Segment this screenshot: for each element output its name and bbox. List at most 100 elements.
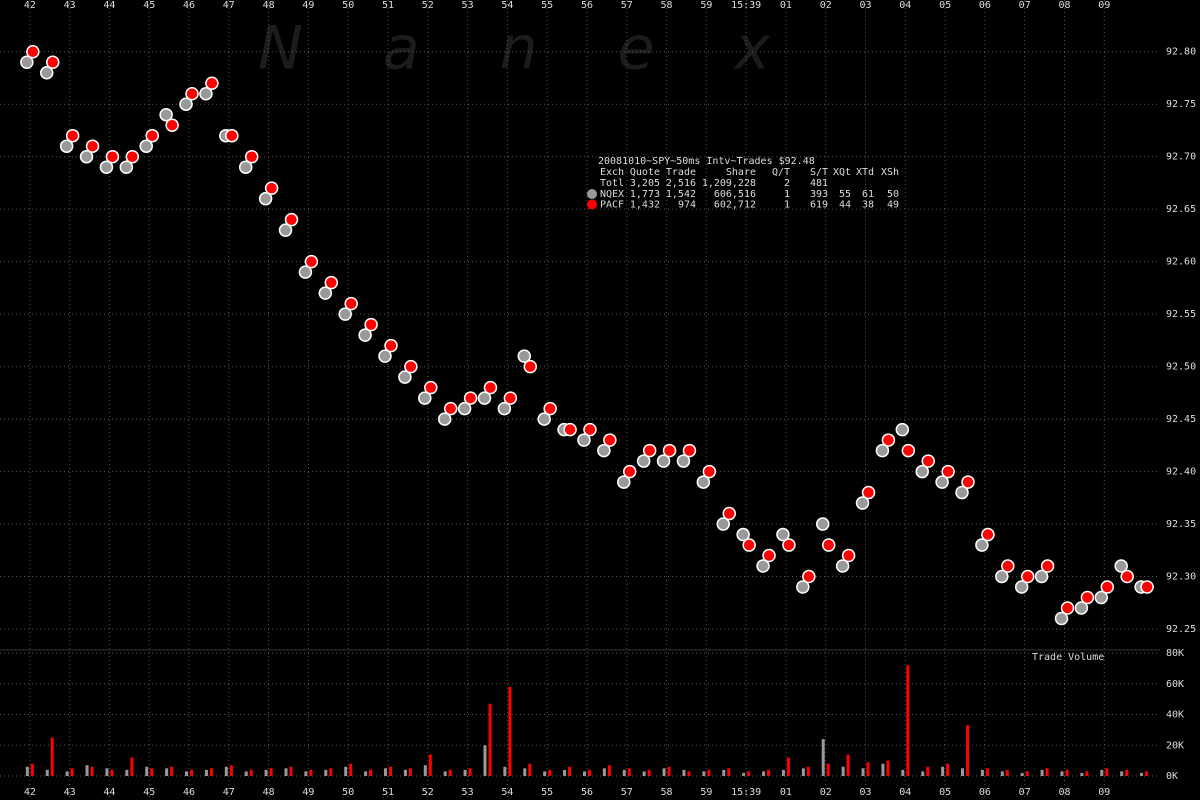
- x-tick-label: 59: [700, 0, 712, 11]
- y-tick-label: 92.65: [1166, 204, 1196, 215]
- x-tick-label: 46: [183, 0, 195, 11]
- volume-bar: [468, 768, 472, 776]
- trade-point: [676, 454, 691, 468]
- volume-bar: [289, 766, 293, 776]
- volume-bar: [906, 665, 910, 776]
- stats-cell: 974: [678, 200, 696, 211]
- volume-bar: [687, 771, 691, 776]
- stats-header: Trade: [666, 167, 696, 178]
- trade-point: [981, 527, 995, 542]
- stats-cell: 481: [810, 178, 828, 189]
- x-tick-label: 54: [501, 0, 513, 11]
- volume-bar: [821, 739, 825, 776]
- x-tick-label: 53: [462, 0, 474, 11]
- y-tick-label: 92.25: [1166, 624, 1196, 635]
- legend-label: NQEX: [600, 189, 624, 200]
- volume-bar: [463, 769, 467, 776]
- x-tick-label: 48: [263, 787, 275, 798]
- x-tick-label: 03: [859, 787, 871, 798]
- volume-bar: [324, 769, 328, 776]
- x-tick-label: 47: [223, 0, 235, 11]
- volume-bar: [980, 769, 984, 776]
- volume-bar: [369, 769, 373, 776]
- trade-point: [437, 412, 452, 426]
- volume-bar: [145, 766, 149, 776]
- stats-cell: 619: [810, 200, 828, 211]
- stats-cell: 393: [810, 189, 828, 200]
- trade-point: [975, 538, 989, 552]
- x-tick-label: 50: [342, 0, 354, 11]
- y-tick-label: 92.80: [1166, 47, 1196, 58]
- volume-bar: [383, 768, 387, 776]
- trade-point: [682, 443, 697, 458]
- volume-bar: [165, 768, 169, 776]
- trade-point: [477, 391, 492, 405]
- volume-bar: [1040, 769, 1044, 776]
- trade-point: [344, 296, 358, 311]
- stats-cell: 44: [839, 200, 851, 211]
- x-tick-label: 43: [64, 0, 76, 11]
- volume-bar: [65, 771, 69, 776]
- trade-point: [716, 517, 730, 531]
- trade-point: [776, 527, 790, 542]
- volume-bar: [1105, 768, 1109, 776]
- trade-point: [20, 55, 34, 69]
- trade-point: [756, 559, 770, 573]
- x-tick-label: 59: [700, 787, 712, 798]
- x-tick-label: 04: [899, 787, 911, 798]
- x-tick-label: 49: [302, 0, 314, 11]
- x-tick-label: 15:39: [731, 787, 761, 798]
- trade-point: [583, 422, 597, 437]
- volume-bar: [702, 771, 706, 776]
- x-tick-label: 08: [1058, 0, 1070, 11]
- trade-point: [483, 380, 498, 395]
- x-tick-label: 45: [143, 0, 155, 11]
- stats-label: Totl: [600, 178, 624, 189]
- trade-point: [563, 422, 577, 437]
- x-tick-label: 07: [1019, 787, 1031, 798]
- volume-bar: [642, 771, 646, 776]
- volume-bar: [826, 763, 830, 776]
- volume-bar: [1080, 772, 1084, 776]
- volume-bar: [881, 763, 885, 776]
- trade-point: [941, 464, 955, 479]
- stats-cell: 606,516: [714, 189, 756, 200]
- trade-point: [821, 538, 836, 552]
- volume-bar: [185, 771, 189, 776]
- volume-bar: [125, 769, 129, 776]
- volume-bar: [50, 737, 54, 776]
- trade-point: [26, 44, 40, 59]
- volume-bar: [682, 769, 686, 776]
- volume-bar: [607, 765, 611, 776]
- trade-point: [861, 485, 876, 500]
- trade-point: [1120, 569, 1134, 584]
- trade-point: [318, 286, 333, 300]
- trade-point: [99, 160, 114, 174]
- x-tick-label: 02: [820, 787, 832, 798]
- trade-point: [457, 401, 472, 416]
- volume-bar: [985, 768, 989, 776]
- x-tick-label: 45: [143, 787, 155, 798]
- y-tick-label: 92.55: [1166, 309, 1196, 320]
- volume-bar: [244, 771, 248, 776]
- stats-cell: 2,516: [666, 178, 696, 189]
- x-tick-label: 58: [661, 0, 673, 11]
- trade-point: [105, 149, 120, 164]
- panel-title: Trade Volume: [1032, 652, 1104, 663]
- trade-point: [338, 307, 352, 321]
- trade-point: [1014, 580, 1029, 594]
- stats-cell: 1,542: [666, 189, 696, 200]
- volume-bar: [786, 757, 790, 776]
- volume-bar: [528, 763, 532, 776]
- trade-point: [1040, 559, 1055, 573]
- x-tick-label: 49: [302, 787, 314, 798]
- y-tick-label: 60K: [1166, 679, 1184, 690]
- x-tick-label: 58: [661, 787, 673, 798]
- volume-bar: [901, 769, 905, 776]
- volume-bar: [767, 769, 771, 776]
- y-tick-label: 92.70: [1166, 152, 1196, 163]
- volume-bar: [1025, 771, 1029, 776]
- trade-point: [935, 475, 949, 489]
- trade-point: [1060, 601, 1075, 615]
